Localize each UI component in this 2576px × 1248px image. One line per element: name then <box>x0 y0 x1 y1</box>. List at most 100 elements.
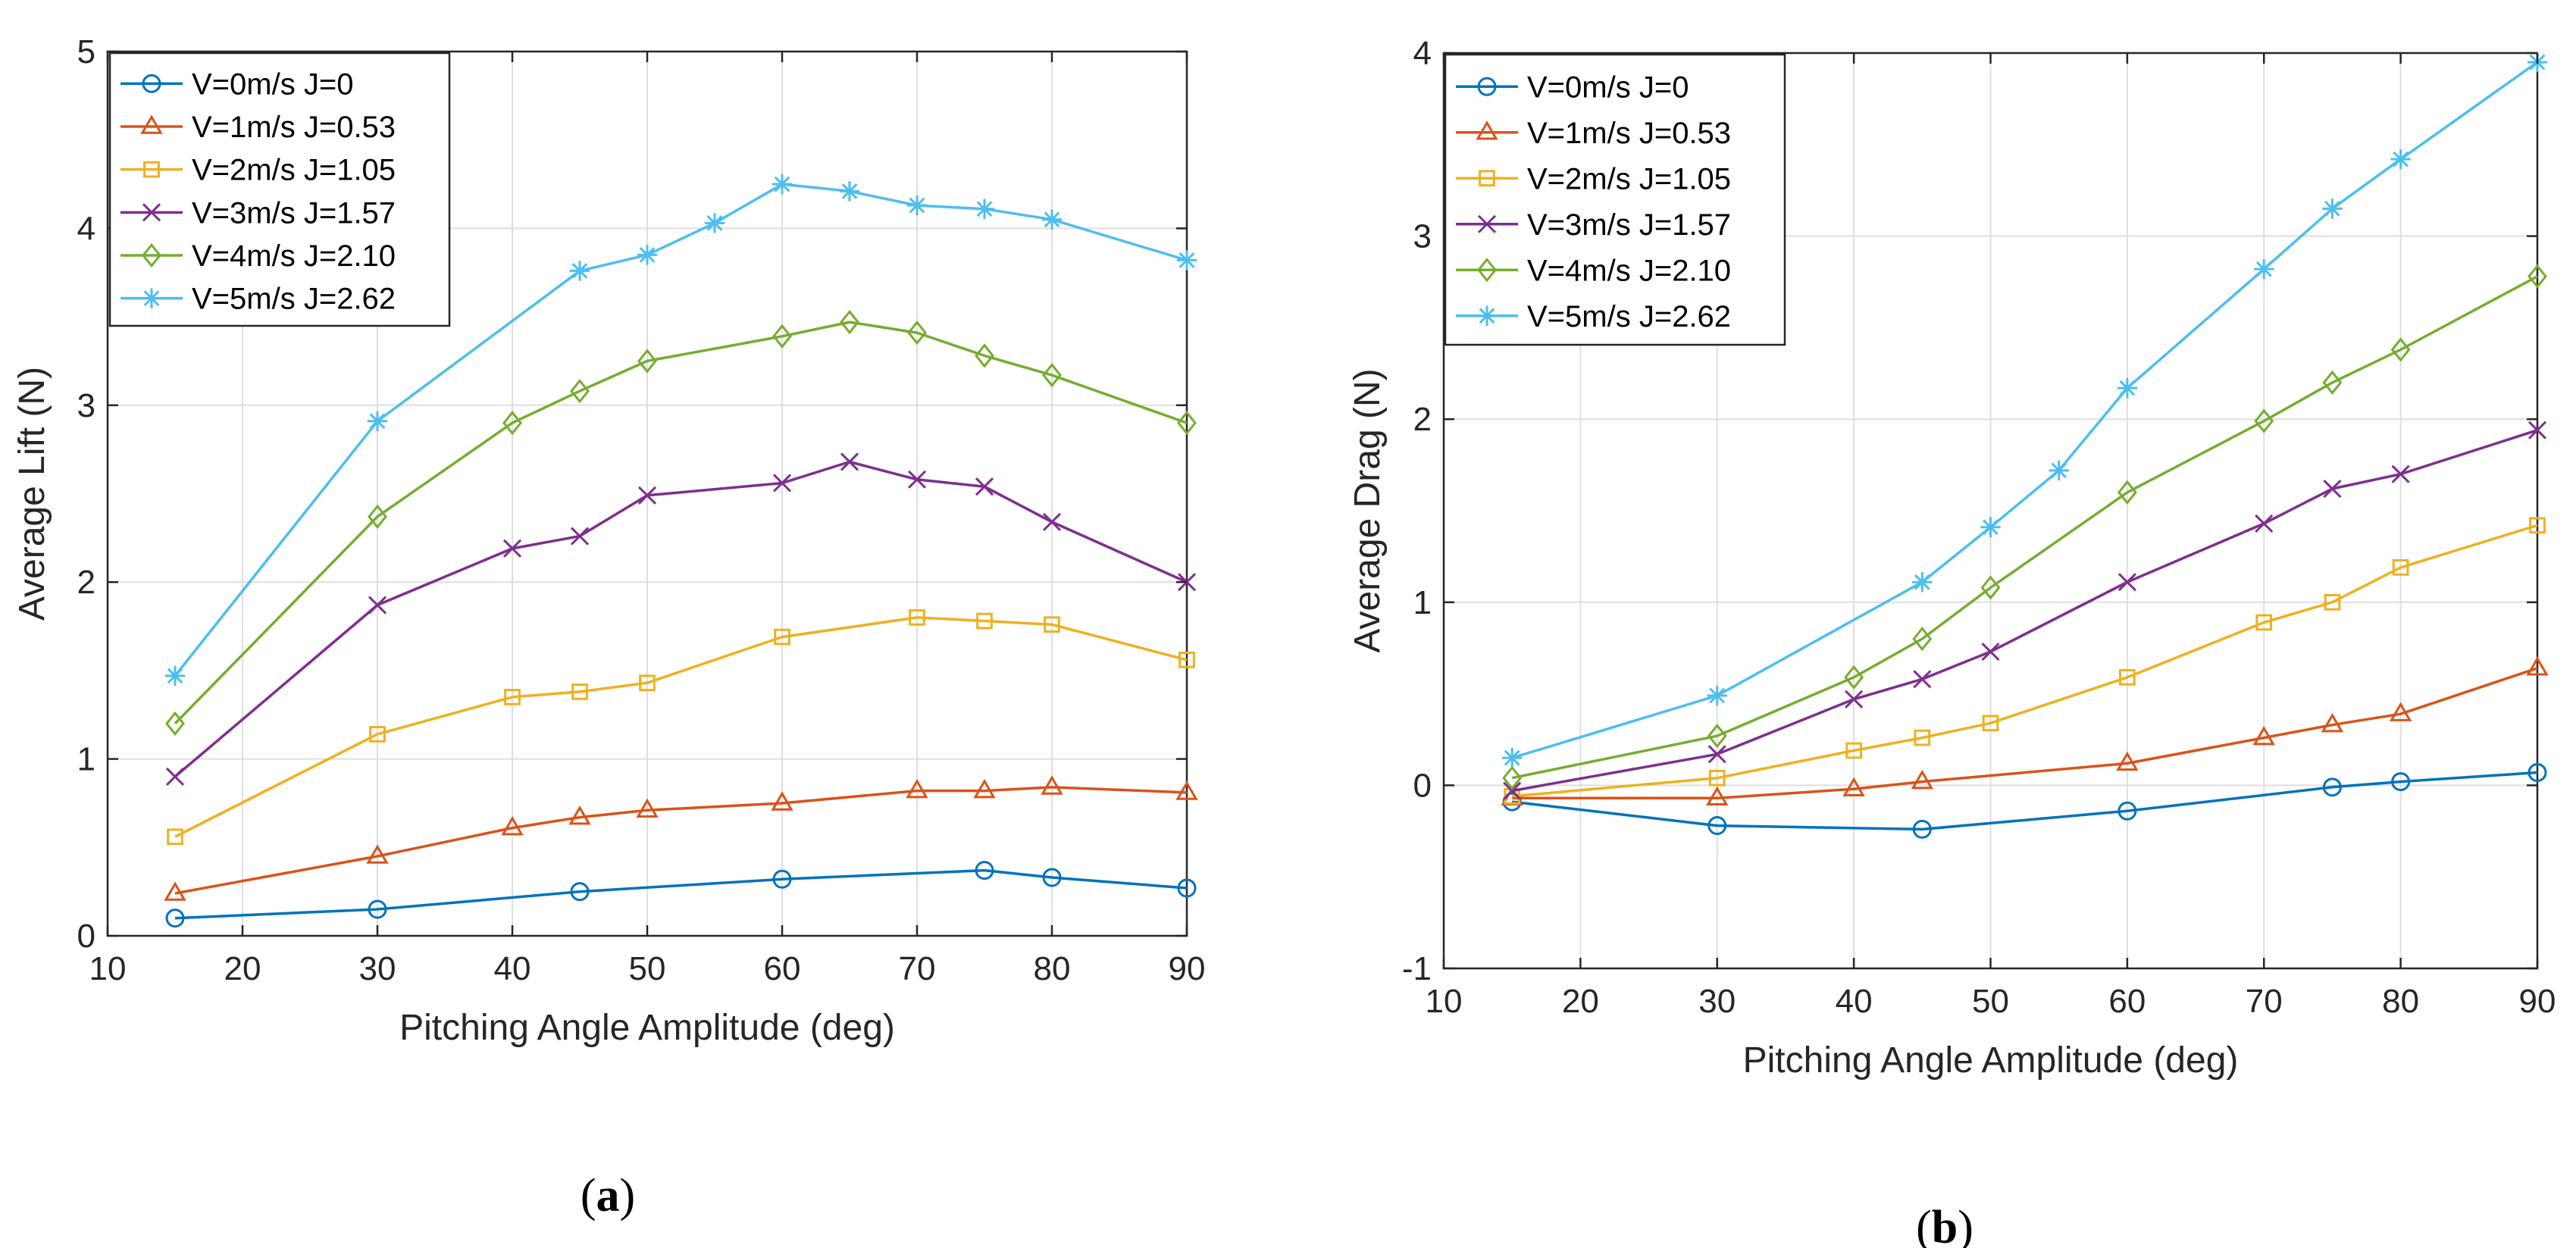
chart-b-series-1-point <box>1706 786 1729 806</box>
chart-b-series-3-point <box>2323 479 2342 499</box>
chart-a-x-tick-label: 10 <box>89 950 127 987</box>
chart-a-series-4-point <box>772 324 792 349</box>
chart-a-legend-item-1: V=1m/s J=0.53 <box>121 111 396 144</box>
chart-b-legend-marker-0 <box>1477 77 1497 96</box>
chart-a-legend-label-5: V=5m/s J=2.62 <box>192 283 396 316</box>
chart-b-series-0-point <box>2527 762 2547 782</box>
chart-a-series-5-point <box>637 245 658 265</box>
chart-a-series-0-point <box>570 882 590 902</box>
chart-a-series-2-point <box>976 612 993 630</box>
chart-b-series-layer <box>1501 52 2549 839</box>
chart-a-series-0-point <box>772 869 792 889</box>
chart-a-series-5-point <box>1041 209 1063 230</box>
chart-b-y-tick-label: -1 <box>1402 950 1432 987</box>
chart-a-y-tick-label: 1 <box>77 741 95 778</box>
chart-b-x-tick-label: 40 <box>1836 983 1873 1020</box>
chart-a-series-0-point <box>975 861 994 880</box>
chart-a-legend-item-0: V=0m/s J=0 <box>121 67 353 101</box>
chart-a-series-5-point <box>164 665 186 687</box>
chart-a-x-tick-label: 90 <box>1169 950 1206 987</box>
chart-b-legend-marker-3 <box>1477 214 1497 233</box>
chart-b-series-2-line <box>1512 524 2538 798</box>
chart-a-series-4-point <box>1042 362 1062 388</box>
chart-a-legend-item-4: V=4m/s J=2.10 <box>121 239 396 273</box>
chart-b-series-5-point <box>2049 460 2069 481</box>
chart-b-series-1-point <box>2321 713 2344 733</box>
chart-a-legend-marker-4 <box>142 242 161 268</box>
chart-a-x-tick-label: 70 <box>899 950 936 987</box>
chart-b-series-2-point <box>2255 614 2273 631</box>
chart-a-series-0-point <box>1042 868 1062 887</box>
chart-b-legend-marker-4 <box>1477 258 1497 283</box>
chart-a-x-tick-label: 40 <box>494 950 531 987</box>
chart-a-series-2 <box>167 609 1195 846</box>
chart-b-series-0-point <box>2322 777 2342 797</box>
chart-a-series-1-line <box>174 786 1188 895</box>
chart-a-series-0-point <box>1177 878 1197 898</box>
chart-b-legend-label-3: V=3m/s J=1.57 <box>1527 208 1731 242</box>
chart-a-series-5-point <box>839 181 860 202</box>
chart-b-ticks: 10 20 30 40 50 60 70 80 90 -1 0 1 2 3 4 <box>1402 35 2556 1020</box>
chart-a-series-3 <box>165 452 1197 787</box>
chart-b-y-tick-label: 4 <box>1413 35 1432 72</box>
chart-a-series-3-point <box>637 486 657 505</box>
chart-b-series-0-point <box>1707 816 1727 836</box>
chart-a-series-4-point <box>570 378 590 404</box>
chart-a-series-1-point <box>501 815 524 836</box>
chart-b-series-1-point <box>2116 751 2139 771</box>
chart-a-ticks: 10 20 30 40 50 60 70 80 90 0 1 2 3 4 5 <box>77 33 1206 987</box>
chart-b-series-3 <box>1503 421 2547 800</box>
chart-b-series-0 <box>1502 762 2547 839</box>
chart-b-series-4-point <box>1502 765 1523 790</box>
chart-b-series-5-point <box>2390 149 2411 170</box>
chart-b-series-1-point <box>1842 777 1865 796</box>
chart-a-series-4-line <box>174 321 1188 725</box>
chart-a-y-axis-label: Average Lift (N) <box>12 367 52 621</box>
chart-b-x-tick-label: 30 <box>1698 983 1736 1020</box>
chart-a-legend-label-0: V=0m/s J=0 <box>192 67 353 101</box>
chart-b-series-1-point <box>1911 769 1934 790</box>
chart-b-y-axis-label: Average Drag (N) <box>1347 368 1388 652</box>
chart-b-series-3-point <box>1503 781 1522 800</box>
chart-b-series-1-point <box>2526 656 2549 676</box>
chart-a-legend-item-3: V=3m/s J=1.57 <box>121 196 396 230</box>
chart-b-series-5-point <box>1980 517 2001 537</box>
chart-b-series-4-point <box>2254 408 2274 433</box>
chart-a-series-0-point <box>368 899 387 919</box>
chart-a-legend-marker-5 <box>141 288 162 308</box>
chart-b-series-2-point <box>2392 559 2409 576</box>
chart-b-series-4-point <box>1844 665 1864 690</box>
chart-a-series-4-point <box>840 309 859 335</box>
chart-b-y-tick-label: 1 <box>1413 584 1432 621</box>
chart-b-series-3-line <box>1511 429 2538 793</box>
chart-a-series-4-point <box>368 504 387 529</box>
chart-a-legend: V=0m/s J=0 V=1m/s J=0.53 V=2m/s J=1.05 V=3m… <box>108 52 451 327</box>
chart-b-series-5-point <box>1912 572 1933 593</box>
chart-b-series-0-line <box>1511 771 2538 831</box>
chart-b-x-axis-label: Pitching Angle Amplitude (deg) <box>1743 1040 2239 1081</box>
chart-a-series-4-point <box>165 711 185 737</box>
chart-b-series-4-point <box>2322 370 2343 396</box>
chart-b-series-5-point <box>1501 747 1523 768</box>
chart-b-series-4-line <box>1511 275 2538 780</box>
chart-b-series-5-point <box>2322 199 2343 219</box>
chart-b-series-2-point <box>2119 669 2136 686</box>
chart-a-series-3-point <box>840 452 859 471</box>
chart-a-series-4-point <box>975 343 994 368</box>
chart-b-legend-item-3: V=3m/s J=1.57 <box>1456 208 1731 242</box>
chart-b-legend-item-1: V=1m/s J=0.53 <box>1456 117 1731 150</box>
chart-a-y-tick-label: 4 <box>77 210 95 247</box>
chart-b-series-2 <box>1504 517 2546 805</box>
chart-a-y-tick-label: 0 <box>77 918 95 955</box>
chart-a-series-4-point <box>907 320 927 346</box>
chart-b-legend-label-5: V=5m/s J=2.62 <box>1527 300 1731 333</box>
chart-a-series-1 <box>164 775 1198 901</box>
chart-a-series-3-point <box>570 527 590 546</box>
chart-a-caption-open: ( <box>581 1170 596 1221</box>
chart-b-series-4-point <box>2390 337 2411 362</box>
chart-a-series-1-point <box>1041 775 1063 795</box>
chart-b-legend-item-2: V=2m/s J=1.05 <box>1456 162 1731 195</box>
chart-a-series-4-point <box>637 349 657 374</box>
chart-b-y-tick-label: 0 <box>1413 767 1432 804</box>
